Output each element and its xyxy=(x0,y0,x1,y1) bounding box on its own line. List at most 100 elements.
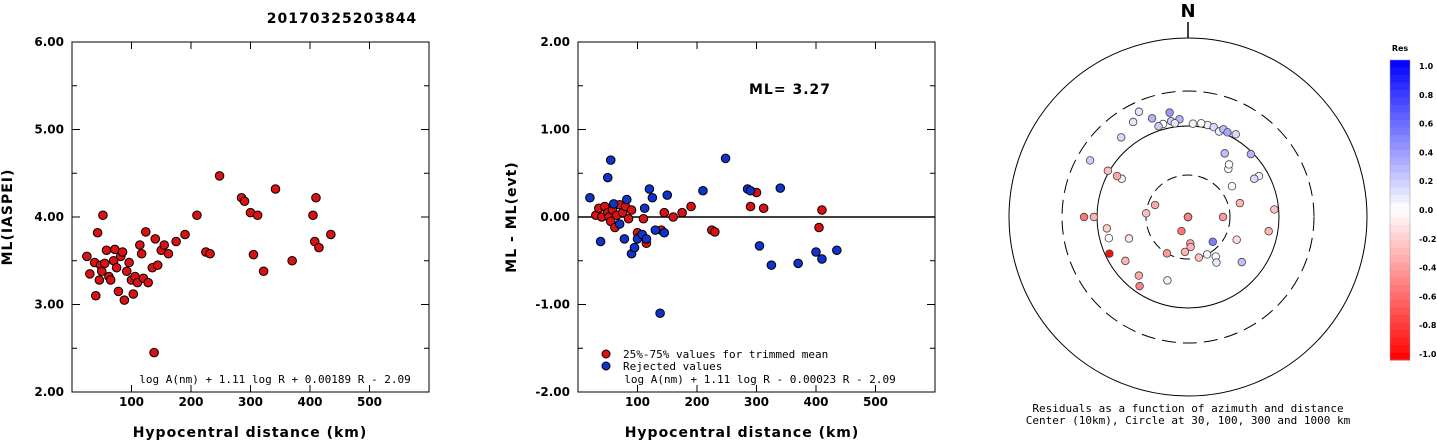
plot2-points xyxy=(585,153,842,319)
data-point xyxy=(180,229,190,240)
colorbar-tick-label: -0.4 xyxy=(1419,264,1437,273)
plot1-ytick-label: 4.00 xyxy=(34,210,64,224)
data-point xyxy=(192,210,202,221)
data-point xyxy=(308,210,318,221)
data-point xyxy=(94,275,105,285)
plot2-xtick-label: 300 xyxy=(744,395,769,409)
plot2-xtick-label: 100 xyxy=(625,395,650,409)
colorbar-frame xyxy=(1389,59,1411,361)
colorbar-swatch xyxy=(1390,120,1410,128)
accepted-point xyxy=(686,201,696,212)
data-point xyxy=(258,266,269,277)
data-point xyxy=(136,248,147,259)
station-point xyxy=(1250,174,1259,183)
data-point xyxy=(82,251,92,262)
rejected-point xyxy=(641,234,652,244)
colorbar-swatch xyxy=(1390,292,1410,301)
colorbar-tick-label: 0.6 xyxy=(1419,120,1434,129)
station-point xyxy=(1188,119,1198,128)
colorbar-swatch xyxy=(1390,232,1410,241)
station-point xyxy=(1128,117,1138,127)
plot1-xtick-label: 200 xyxy=(178,395,203,409)
colorbar-swatch xyxy=(1390,217,1410,226)
colorbar-swatch xyxy=(1390,82,1410,91)
colorbar-swatch xyxy=(1390,67,1410,76)
plot1-axes: 100 200 300 400 500 2.00 3.00 4.00 5.00 6.00 xyxy=(34,35,429,409)
plot1-ytick-label: 2.00 xyxy=(34,385,64,399)
station-point xyxy=(1162,249,1172,258)
colorbar-tick-labels: 1.0 0.8 0.6 0.4 0.2 0.0 -0.2 -0.4 -0.6 -0.8 -1.0 xyxy=(1419,62,1437,359)
colorbar-title: Res xyxy=(1392,44,1409,53)
data-point xyxy=(311,192,321,203)
rejected-point xyxy=(619,234,630,244)
colorbar-swatch xyxy=(1390,127,1410,136)
data-point xyxy=(105,275,116,285)
rejected-point xyxy=(832,245,842,256)
station-point xyxy=(1134,271,1144,280)
colorbar-swatch xyxy=(1390,247,1410,256)
legend-marker-accepted xyxy=(601,349,611,359)
station-point xyxy=(1194,253,1204,262)
plot2-legend: 25%-75% values for trimmed mean Rejected… xyxy=(601,348,828,373)
data-point xyxy=(91,290,101,301)
map-caption-line2: Center (10km), Circle at 30, 100, 300 an… xyxy=(1026,414,1351,427)
station-point xyxy=(1141,209,1151,218)
station-point xyxy=(1079,212,1089,222)
rejected-point xyxy=(659,227,670,238)
station-point xyxy=(1135,281,1144,291)
plot2-ytick-label: -2.00 xyxy=(535,385,570,399)
accepted-point xyxy=(638,213,649,224)
rejected-point xyxy=(605,155,616,165)
rejected-point xyxy=(662,190,673,200)
plot1-ytick-label: 6.00 xyxy=(34,35,64,49)
plot1-xtick-label: 100 xyxy=(119,395,144,409)
accepted-point xyxy=(623,213,634,224)
station-point xyxy=(1218,212,1228,222)
rejected-point xyxy=(614,219,625,229)
station-point xyxy=(1231,130,1240,139)
station-point xyxy=(1209,122,1218,132)
data-point xyxy=(205,248,215,259)
data-point xyxy=(248,249,259,260)
rejected-point xyxy=(720,153,731,164)
station-residual-points xyxy=(1079,107,1279,291)
colorbar-swatch xyxy=(1390,195,1410,203)
rejected-point xyxy=(650,225,661,235)
rejected-point xyxy=(621,194,632,205)
colorbar-swatch xyxy=(1390,262,1410,271)
north-label: N xyxy=(1180,1,1195,22)
station-point xyxy=(1220,149,1229,158)
colorbar-tick-label: 1.0 xyxy=(1419,62,1434,71)
plot1-formula: log A(nm) + 1.11 log R + 0.00189 R - 2.0… xyxy=(139,373,411,386)
colorbar-swatch xyxy=(1390,172,1410,181)
data-point xyxy=(152,260,163,270)
plot1-xtick-label: 400 xyxy=(297,395,322,409)
plot1-ylabel: ML(IASPEI) xyxy=(0,169,16,266)
plot1-ytick-label: 3.00 xyxy=(34,298,64,312)
station-point xyxy=(1208,237,1217,246)
station-point xyxy=(1105,249,1114,258)
rejected-point xyxy=(639,203,650,214)
colorbar-swatch xyxy=(1390,322,1410,331)
data-point xyxy=(99,258,110,269)
colorbar-tick-label: -0.2 xyxy=(1419,235,1437,244)
data-point xyxy=(113,286,124,297)
data-point xyxy=(117,247,128,257)
station-point xyxy=(1180,247,1190,257)
station-point xyxy=(1121,256,1130,266)
data-point xyxy=(121,266,132,277)
colorbar-swatch xyxy=(1390,187,1410,196)
station-point xyxy=(1104,234,1114,243)
data-point xyxy=(287,255,297,266)
colorbar-swatch xyxy=(1390,225,1410,233)
accepted-point xyxy=(677,207,687,218)
data-point xyxy=(143,277,153,288)
station-point xyxy=(1264,227,1273,236)
accepted-point xyxy=(758,203,769,214)
plot2-ylabel: ML - ML(evt) xyxy=(504,161,520,272)
data-point xyxy=(270,184,281,194)
station-point xyxy=(1183,212,1193,222)
legend-label-accepted: 25%-75% values for trimmed mean xyxy=(623,348,828,361)
plot2-ytick-label: 0.00 xyxy=(540,210,570,224)
